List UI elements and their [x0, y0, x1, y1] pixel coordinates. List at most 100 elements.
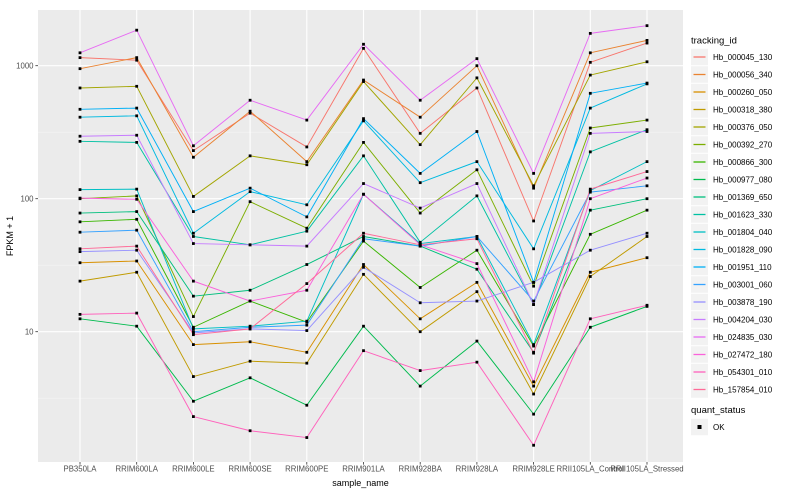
data-point: [362, 272, 365, 276]
x-tick-label: RRIM901LA: [342, 465, 385, 474]
data-point: [78, 312, 82, 316]
data-point: [305, 226, 309, 230]
x-tick-label: RRII105LA_Control: [556, 465, 624, 474]
data-point: [192, 375, 195, 378]
data-point: [588, 189, 592, 193]
data-point: [645, 130, 649, 133]
data-point: [532, 280, 535, 284]
data-point: [532, 247, 535, 251]
data-point: [418, 115, 422, 119]
data-point: [305, 403, 309, 407]
data-point: [362, 265, 365, 269]
data-point: [135, 84, 139, 88]
data-point: [78, 220, 82, 224]
data-point: [78, 196, 82, 200]
legend-label: Hb_000056_340: [713, 70, 773, 79]
data-point: [475, 267, 479, 271]
data-point: [588, 187, 592, 191]
data-point: [418, 286, 422, 289]
data-point: [192, 242, 195, 245]
legend-label: Hb_003001_060: [713, 280, 773, 289]
data-point: [362, 42, 365, 46]
data-point: [305, 282, 309, 285]
legend-label: Hb_001951_110: [713, 263, 772, 272]
data-point: [418, 301, 422, 305]
data-point: [305, 163, 309, 167]
data-point: [192, 415, 195, 418]
data-point: [135, 259, 139, 263]
data-point: [475, 280, 479, 284]
data-point: [78, 115, 82, 119]
data-point: [588, 275, 592, 278]
y-tick-label: 100: [20, 195, 34, 204]
data-point: [362, 237, 365, 241]
data-point: [192, 235, 195, 238]
data-point: [645, 24, 649, 28]
data-point: [305, 263, 309, 266]
data-point: [362, 46, 365, 50]
data-point: [588, 91, 592, 95]
data-point: [305, 323, 309, 327]
data-point: [248, 200, 252, 204]
data-point: [78, 51, 82, 55]
data-point: [78, 107, 82, 111]
data-point: [305, 145, 309, 149]
data-point: [645, 170, 649, 173]
data-point: [192, 343, 195, 346]
data-point: [305, 361, 309, 365]
data-point: [475, 130, 479, 133]
data-point: [475, 160, 479, 164]
data-point: [475, 76, 479, 80]
data-point: [248, 243, 252, 247]
data-point: [645, 197, 649, 201]
legend-label: Hb_054301_010: [713, 368, 773, 377]
data-point: [135, 311, 139, 315]
data-point: [532, 384, 535, 388]
data-point: [362, 324, 365, 328]
data-point: [418, 211, 422, 215]
data-point: [192, 149, 195, 152]
data-point: [475, 262, 479, 266]
legend-label: OK: [713, 423, 725, 432]
data-point: [135, 106, 139, 110]
data-point: [135, 217, 139, 221]
data-point: [305, 203, 309, 207]
legend-title-quant-status: quant_status: [691, 405, 746, 416]
data-point: [135, 244, 139, 248]
data-point: [532, 443, 535, 447]
data-point: [588, 190, 592, 194]
data-point: [418, 181, 422, 185]
x-tick-label: RRIM928BA: [399, 465, 443, 474]
data-point: [248, 376, 252, 380]
data-point: [532, 303, 535, 306]
data-point: [475, 299, 479, 303]
legend-label: Hb_027472_180: [713, 350, 773, 359]
data-point: [248, 109, 252, 113]
data-point: [475, 235, 479, 238]
data-point: [532, 186, 535, 190]
data-point: [78, 211, 82, 215]
data-point: [305, 215, 309, 219]
data-point: [248, 111, 252, 115]
x-tick-label: RRIM600PE: [285, 465, 328, 474]
data-point: [135, 270, 139, 274]
data-point: [135, 228, 139, 232]
legend-label: Hb_000260_050: [713, 88, 773, 97]
data-point: [78, 247, 82, 251]
data-point: [192, 294, 195, 298]
legend-label: Hb_000045_130: [713, 53, 773, 62]
data-point: [362, 141, 365, 144]
data-point: [192, 231, 195, 235]
data-point: [645, 41, 649, 45]
data-point: [418, 317, 422, 321]
data-point: [418, 206, 422, 210]
data-point: [532, 219, 535, 223]
data-point: [135, 56, 139, 60]
legend-label: Hb_001623_330: [713, 210, 773, 219]
data-point: [135, 141, 139, 144]
legend-label: Hb_000318_380: [713, 105, 773, 114]
data-point: [192, 331, 195, 335]
data-point: [418, 243, 422, 247]
